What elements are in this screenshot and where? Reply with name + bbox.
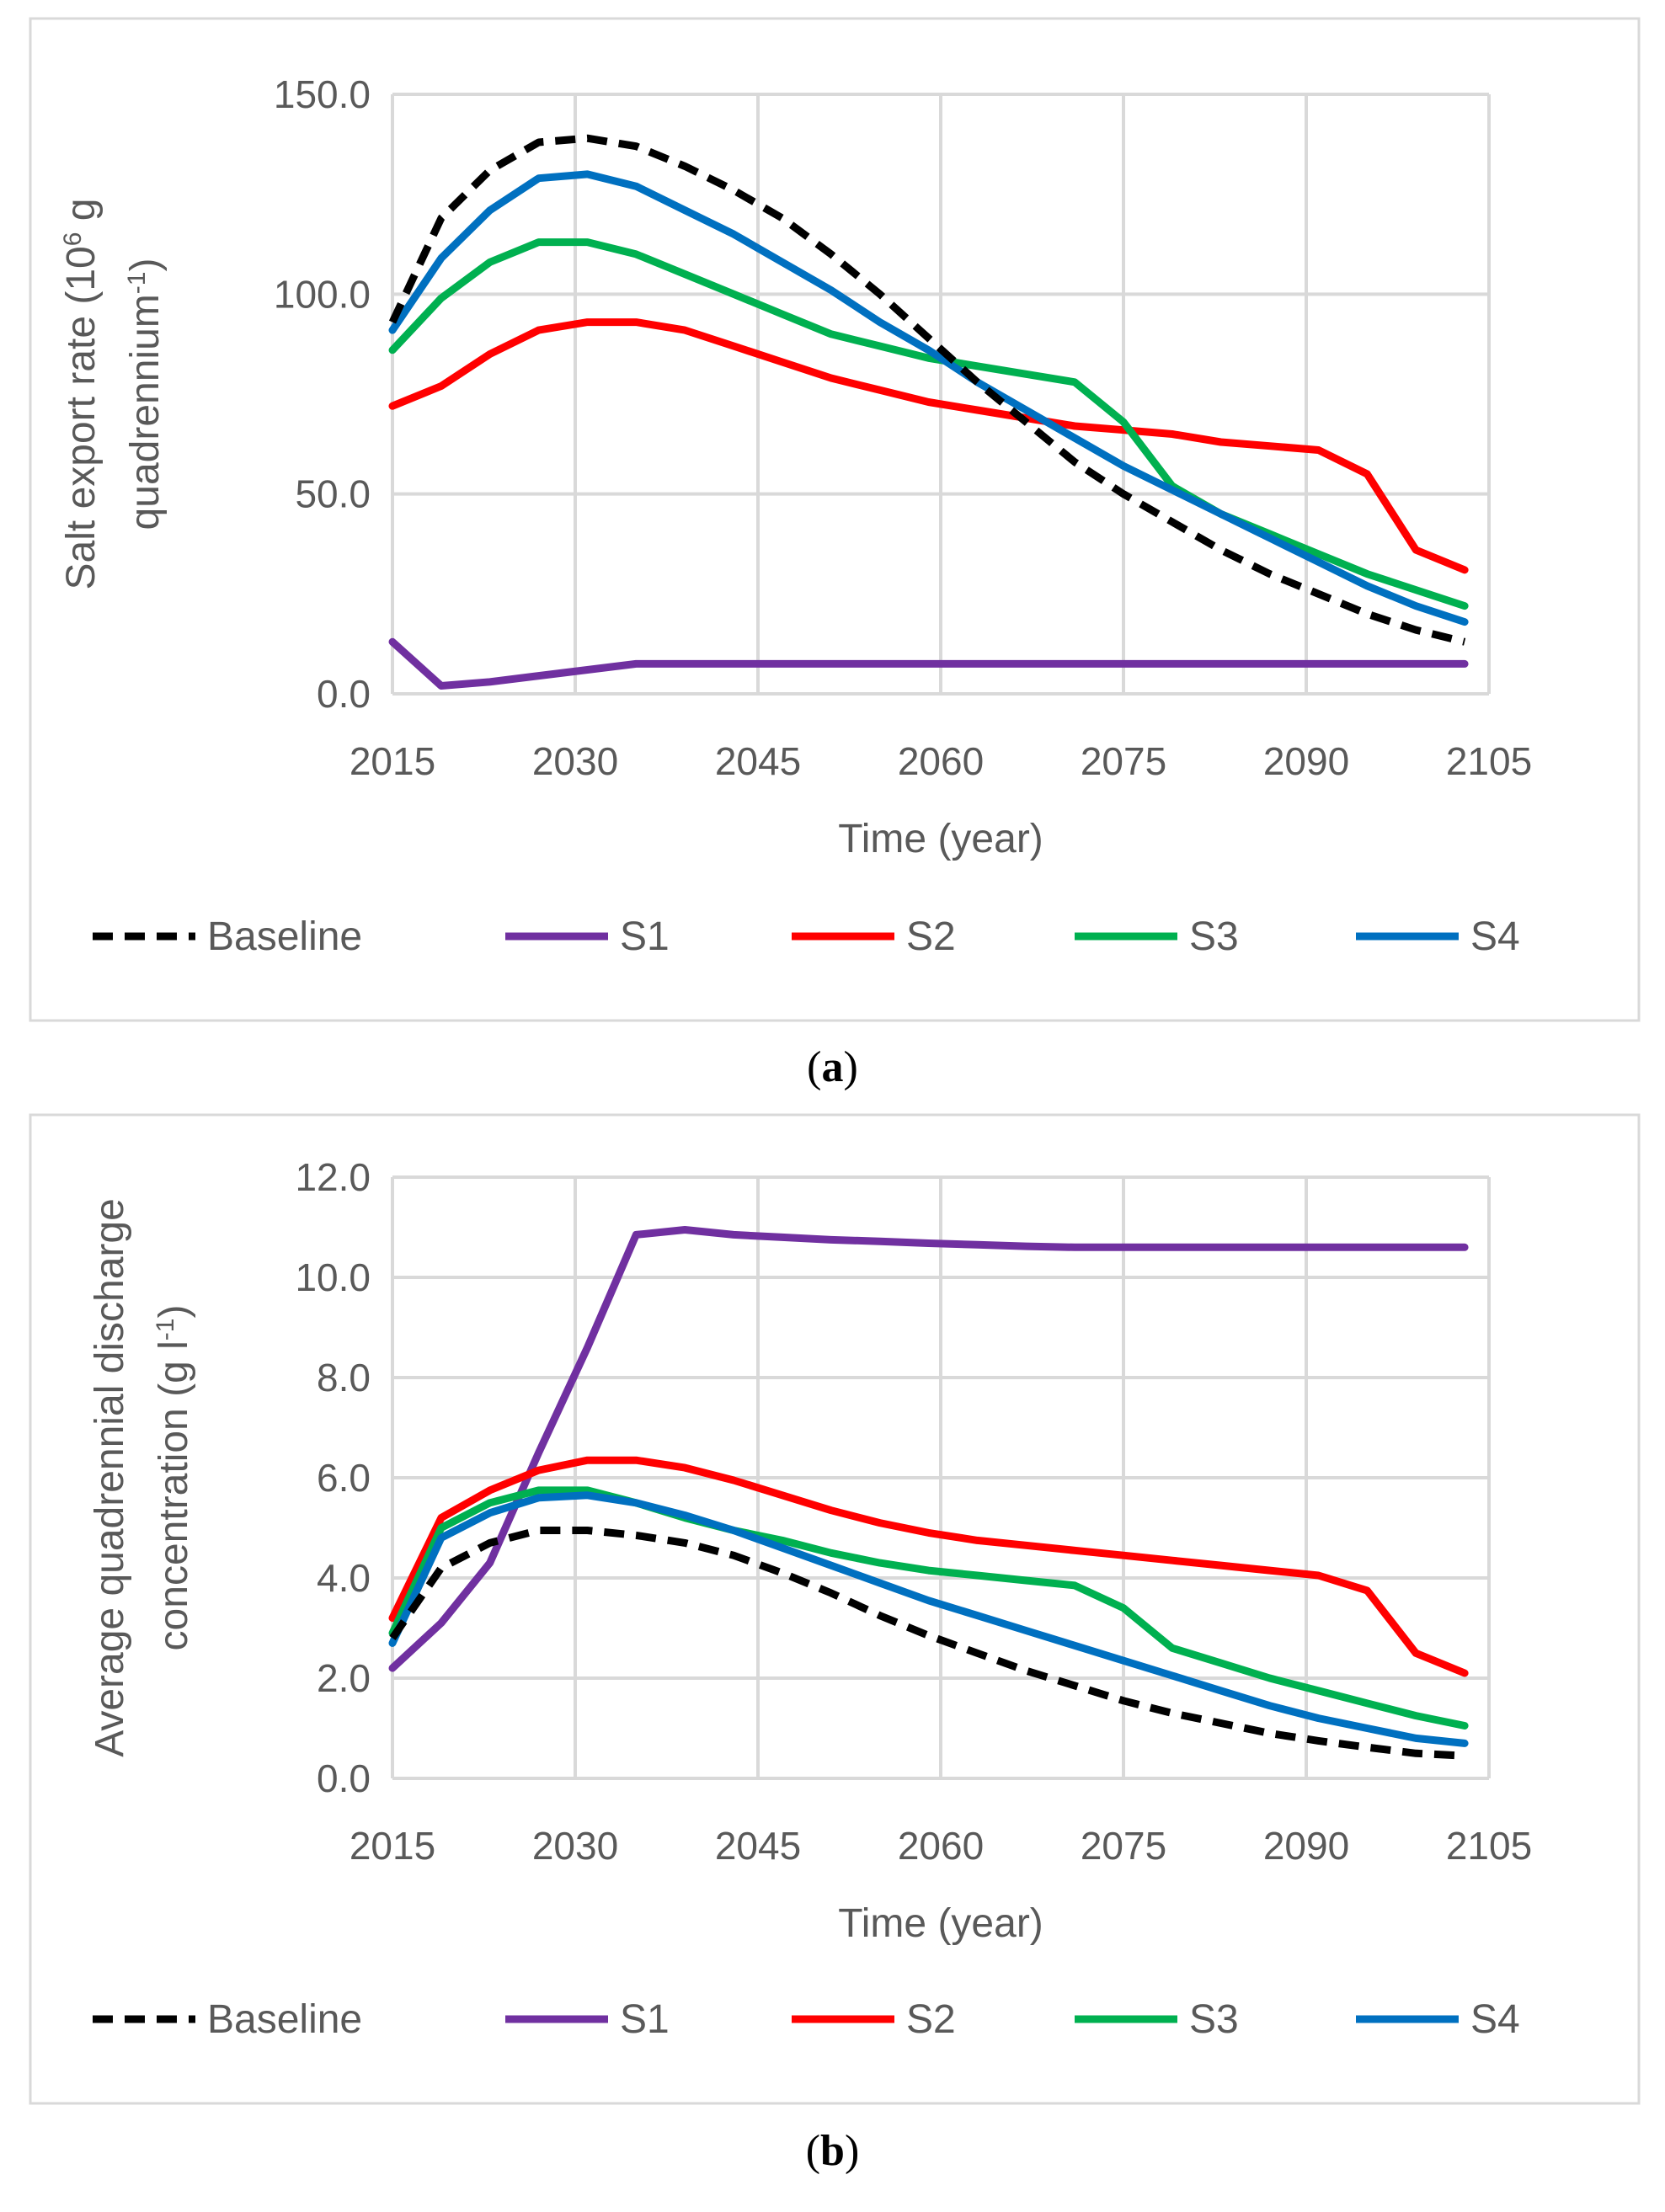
y-axis-label-line2-text: quadrennium <box>123 294 168 530</box>
x-tick-label: 2105 <box>1446 1824 1532 1868</box>
caption-a-label: a <box>821 1043 844 1091</box>
x-tick-label: 2015 <box>350 1824 435 1868</box>
series-line-s4 <box>388 1491 1469 1747</box>
x-tick-label: 2030 <box>532 739 618 783</box>
chart-border <box>29 1113 1641 2105</box>
y-axis-label-line2-suffix: ) <box>152 1305 196 1319</box>
x-tick-label: 2090 <box>1263 1824 1349 1868</box>
y-tick-label: 4.0 <box>317 1556 371 1600</box>
legend-label-baseline: Baseline <box>207 914 362 959</box>
chart-panel-a: 0.0 50.0 100.0 150.0 2015 2030 2045 2060 2075 209… <box>0 0 1665 1044</box>
series-line-s3 <box>388 1486 1469 1730</box>
chart-panel-b: 0.0 2.0 4.0 6.0 8.0 10.0 12.0 2015 2030 2045 2060 2… <box>0 1111 1665 2113</box>
x-tick-label: 2075 <box>1081 1824 1166 1868</box>
y-axis-label-line1-suffix: g <box>59 199 104 232</box>
y-axis-label-line1-sup: 6 <box>59 232 87 247</box>
legend-label-s4: S4 <box>1470 914 1520 959</box>
series-line-baseline <box>388 134 1466 646</box>
chart-border <box>29 17 1641 1022</box>
x-tick-label: 2045 <box>715 1824 801 1868</box>
legend-label-s1: S1 <box>620 914 670 959</box>
series-line-s2 <box>388 1456 1469 1677</box>
y-tick-label: 6.0 <box>317 1456 371 1500</box>
x-tick-label: 2090 <box>1263 739 1349 783</box>
y-tick-label: 0.0 <box>317 1756 371 1800</box>
y-tick-label: 12.0 <box>295 1155 371 1199</box>
series-line-s2 <box>388 318 1469 574</box>
y-tick-label: 50.0 <box>295 472 371 516</box>
legend-label-baseline: Baseline <box>207 1997 362 2042</box>
chart-a: 0.0 50.0 100.0 150.0 2015 2030 2045 2060 2075 209… <box>29 17 1641 1022</box>
caption-a: (a) <box>807 1043 858 1091</box>
y-axis-label-line2-sup: -1 <box>152 1319 179 1341</box>
x-tick-label: 2045 <box>715 739 801 783</box>
y-tick-label: 2.0 <box>317 1656 371 1700</box>
y-tick-label: 150.0 <box>274 72 371 116</box>
y-tick-label: 0.0 <box>317 672 371 716</box>
legend-label-s2: S2 <box>906 914 956 959</box>
y-axis-label-line2: concentration (g l-1) <box>152 1305 197 1651</box>
x-axis-label: Time (year) <box>838 1901 1043 1946</box>
legend-label-s3: S3 <box>1189 1997 1239 2042</box>
x-tick-label: 2075 <box>1081 739 1166 783</box>
series-line-s1 <box>388 1226 1469 1672</box>
x-axis-label: Time (year) <box>838 817 1043 861</box>
y-tick-label: 10.0 <box>295 1255 371 1299</box>
series-line-s3 <box>388 238 1469 610</box>
x-tick-label: 2060 <box>898 1824 984 1868</box>
y-axis-label-line2-suffix: ) <box>123 259 168 272</box>
y-axis-label-line2: quadrennium-1) <box>123 259 168 530</box>
y-axis-label-line1-text: Average quadrennial discharge <box>88 1198 132 1757</box>
y-axis-label-line2-text: concentration (g l <box>152 1341 196 1650</box>
legend-label-s2: S2 <box>906 1997 956 2042</box>
series-line-s4 <box>388 170 1469 626</box>
y-axis-label-line2-sup: -1 <box>123 272 151 295</box>
caption-b: (b) <box>805 2127 860 2175</box>
x-tick-label: 2015 <box>350 739 435 783</box>
legend-label-s1: S1 <box>620 1997 670 2042</box>
y-axis-label-line1: Salt export rate (106 g <box>59 199 104 590</box>
series-line-baseline <box>389 1527 1465 1760</box>
x-tick-label: 2105 <box>1446 739 1532 783</box>
y-tick-label: 8.0 <box>317 1356 371 1399</box>
y-axis-label-line1: Average quadrennial discharge <box>88 1198 132 1757</box>
caption-b-label: b <box>820 2127 845 2175</box>
x-tick-label: 2060 <box>898 739 984 783</box>
legend-label-s4: S4 <box>1470 1997 1520 2042</box>
chart-b: 0.0 2.0 4.0 6.0 8.0 10.0 12.0 2015 2030 2045 2060 2… <box>29 1113 1641 2105</box>
y-tick-label: 100.0 <box>274 272 371 316</box>
series-line-s1 <box>388 637 1469 690</box>
y-axis-label-line1-text: Salt export rate (10 <box>59 246 104 589</box>
x-tick-label: 2030 <box>532 1824 618 1868</box>
legend-label-s3: S3 <box>1189 914 1239 959</box>
